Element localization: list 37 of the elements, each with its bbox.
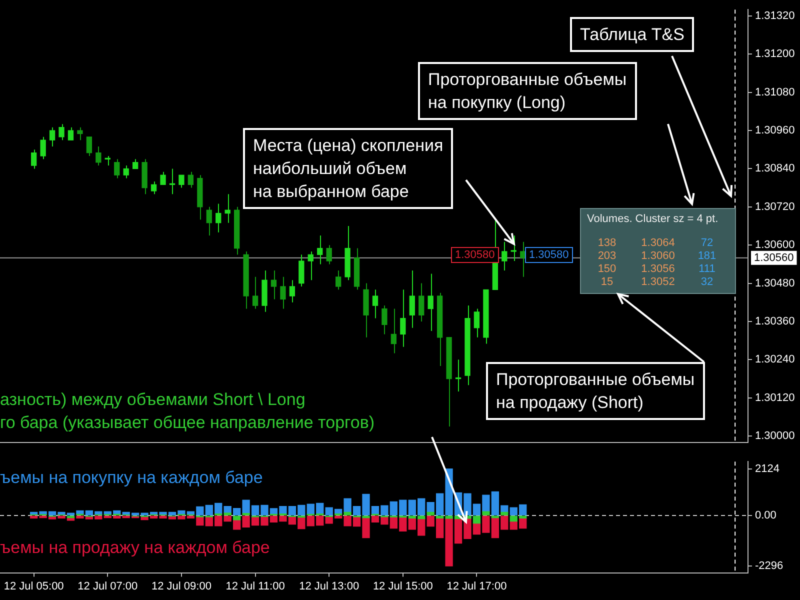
- x-tick-label: 12 Jul 11:00: [226, 580, 285, 592]
- y-tick-label: 1.30360: [755, 316, 795, 328]
- y-tick-label: 1.31080: [755, 86, 795, 98]
- annotation: Таблица T&S: [570, 17, 694, 52]
- series-label: ъемы на продажу на каждом баре: [0, 537, 270, 559]
- x-tick-label: 12 Jul 17:00: [446, 580, 507, 592]
- ref-line-label: 1.30560: [754, 252, 794, 264]
- annotation: азность) между объемами Short \ Long го бара (указывает общее направление торгов): [0, 389, 375, 434]
- y-tick-label: 1.30960: [755, 124, 795, 137]
- y-tick-label: 0.00: [755, 510, 776, 522]
- text: 138 1.3064 72: [598, 237, 714, 249]
- y-tick-label: 1.31320: [755, 10, 795, 22]
- series-label: ъемы на покупку на каждом баре: [0, 467, 263, 489]
- annotation: Проторгованные объемы на продажу (Short): [486, 362, 705, 420]
- annotation: 1.30580: [451, 247, 499, 263]
- y-tick-label: 1.30120: [755, 392, 795, 404]
- text: 203 1.3060 181: [598, 250, 716, 262]
- y-tick-label: 1.30840: [755, 162, 795, 175]
- y-tick-label: 1.30720: [755, 200, 795, 213]
- y-tick-label: 1.30000: [755, 430, 795, 442]
- y-tick-label: -2296: [755, 560, 784, 572]
- x-tick-label: 12 Jul 09:00: [151, 580, 212, 592]
- text: 15 1.3052 32: [600, 276, 714, 288]
- annotation: Volumes. Cluster sz = 4 pt.: [586, 212, 720, 227]
- y-tick-label: 1.31200: [755, 48, 795, 60]
- x-tick-label: 12 Jul 15:00: [372, 580, 433, 592]
- y-tick-label: 2124: [755, 462, 780, 475]
- annotation: 1.30580: [525, 247, 573, 263]
- x-tick-label: 12 Jul 07:00: [78, 580, 138, 592]
- x-tick-label: 12 Jul 05:00: [4, 580, 64, 592]
- annotation: Места (цена) скопления наибольший объем на выбранном баре: [243, 128, 454, 209]
- y-tick-label: 1.30240: [755, 354, 795, 366]
- text: 150 1.3056 111: [598, 263, 716, 275]
- annotation: Проторгованные объемы на покупку (Long): [418, 62, 637, 120]
- y-tick-label: 1.30600: [755, 239, 795, 252]
- x-tick-label: 12 Jul 13:00: [299, 580, 360, 592]
- y-tick-label: 1.30480: [755, 277, 795, 290]
